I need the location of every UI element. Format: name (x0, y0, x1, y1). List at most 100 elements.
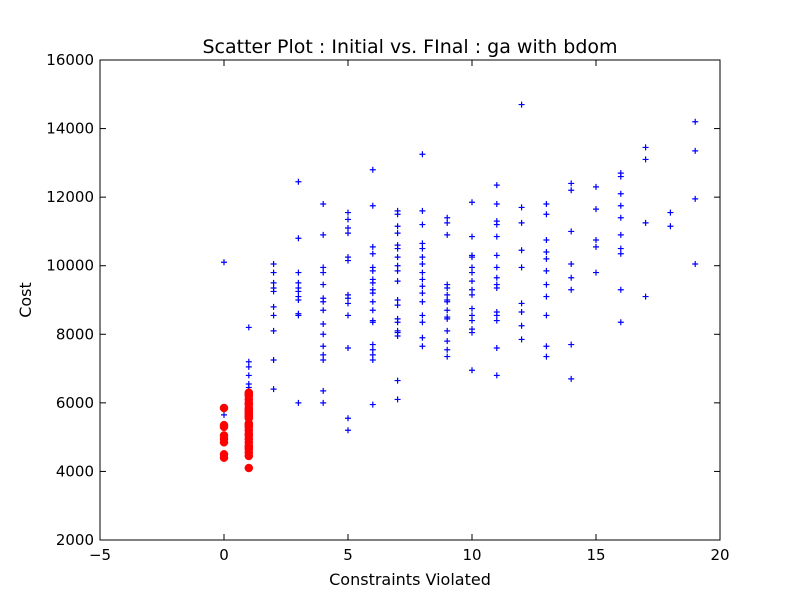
data-point-plus (394, 223, 401, 230)
data-point-plus (295, 297, 302, 303)
x-tick-label: 0 (219, 546, 229, 564)
data-point-plus (617, 173, 624, 180)
data-point-plus (270, 303, 277, 310)
data-point-plus (617, 214, 624, 221)
data-point-plus (593, 269, 599, 276)
data-point-plus (369, 346, 376, 353)
data-point-plus (493, 285, 500, 291)
data-point-plus (369, 351, 376, 358)
data-point-plus (369, 307, 376, 314)
data-point-plus (444, 214, 451, 221)
data-point-plus (617, 190, 624, 197)
data-point-plus (295, 269, 302, 276)
data-point-plus (642, 144, 649, 151)
data-point-plus (568, 261, 575, 267)
data-point-plus (419, 276, 426, 283)
data-point-plus (345, 312, 351, 319)
data-point-plus (369, 357, 376, 363)
data-point-plus (493, 274, 500, 281)
data-point-plus (543, 249, 550, 255)
data-point-plus (369, 267, 376, 274)
data-point-plus (320, 399, 327, 406)
data-point-plus (593, 237, 599, 243)
data-point-plus (692, 118, 699, 125)
data-point-plus (444, 298, 451, 305)
data-point-plus (394, 262, 401, 269)
data-point-plus (444, 346, 451, 353)
y-tick-label: 10000 (46, 257, 94, 275)
data-point-plus (568, 187, 575, 194)
data-point-plus (419, 151, 426, 158)
data-point-plus (518, 336, 525, 343)
data-point-plus (617, 231, 624, 238)
data-point-plus (469, 264, 475, 271)
data-point-circle (219, 403, 229, 413)
data-point-plus (617, 245, 624, 252)
data-point-plus (419, 312, 426, 319)
data-point-plus (369, 401, 376, 408)
data-point-plus (419, 334, 426, 341)
data-point-plus (493, 221, 500, 228)
data-point-plus (345, 216, 351, 223)
chart-title: Scatter Plot : Initial vs. FInal : ga wi… (202, 36, 617, 58)
data-point-plus (320, 351, 327, 358)
data-point-plus (469, 312, 475, 319)
data-point-plus (295, 288, 302, 295)
data-point-plus (270, 279, 277, 286)
data-point-plus (419, 245, 426, 252)
data-point-plus (518, 309, 525, 315)
data-point-plus (444, 315, 451, 322)
data-point-plus (518, 101, 525, 108)
data-point-plus (543, 312, 550, 319)
data-point-plus (394, 396, 401, 403)
data-point-plus (320, 387, 327, 394)
data-point-plus (667, 223, 674, 230)
data-point-plus (493, 372, 500, 379)
data-point-plus (270, 357, 277, 363)
data-point-plus (345, 257, 351, 264)
data-point-circle (219, 453, 229, 462)
data-point-plus (444, 219, 451, 226)
y-axis-label: Cost (16, 282, 35, 318)
data-point-plus (320, 343, 327, 350)
data-point-plus (444, 285, 451, 291)
x-tick-label: 20 (710, 546, 729, 564)
data-point-plus (692, 147, 699, 154)
y-tick-label: 14000 (46, 120, 94, 138)
data-point-plus (493, 317, 500, 324)
data-point-plus (469, 286, 475, 293)
data-point-plus (692, 261, 699, 267)
data-point-plus (369, 250, 376, 257)
data-point-plus (369, 298, 376, 305)
data-point-plus (593, 206, 599, 213)
data-point-plus (518, 322, 525, 329)
data-point-plus (394, 230, 401, 237)
data-point-plus (369, 341, 376, 348)
y-tick-label: 6000 (56, 394, 94, 412)
data-point-plus (245, 372, 252, 379)
data-point-plus (642, 293, 649, 300)
data-point-plus (419, 261, 426, 267)
data-point-plus (320, 264, 327, 271)
data-point-plus (469, 278, 475, 285)
data-point-plus (345, 345, 351, 351)
data-point-plus (593, 243, 599, 250)
data-point-plus (493, 201, 500, 207)
data-point-plus (270, 327, 277, 334)
x-tick-label: −5 (89, 546, 111, 564)
data-point-plus (221, 259, 227, 266)
data-point-plus (320, 307, 327, 314)
data-point-plus (543, 281, 550, 288)
data-point-plus (568, 180, 575, 187)
data-point-plus (270, 261, 277, 267)
data-point-plus (419, 319, 426, 326)
data-point-plus (469, 291, 475, 298)
data-point-plus (419, 343, 426, 350)
x-tick-label: 10 (462, 546, 481, 564)
data-point-plus (617, 319, 624, 326)
data-point-circle (219, 422, 229, 432)
data-point-plus (543, 267, 550, 274)
data-point-plus (270, 312, 277, 319)
data-point-plus (444, 291, 451, 298)
